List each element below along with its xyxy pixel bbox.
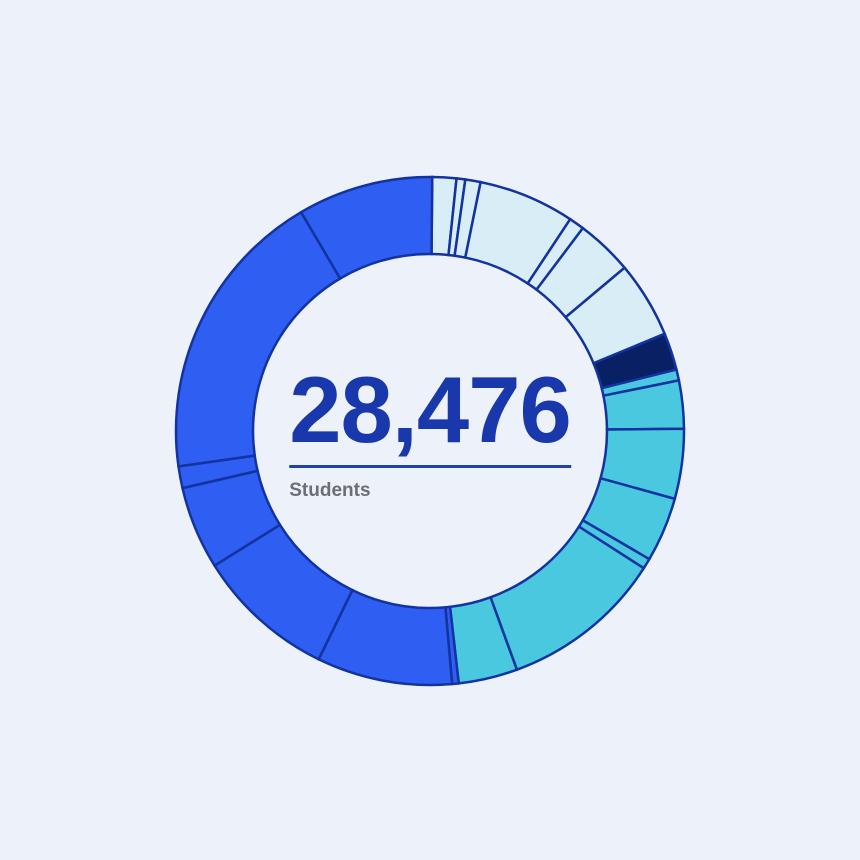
donut-segment-royal_blue[interactable] bbox=[299, 175, 434, 281]
total-students-value: 28,476 bbox=[289, 357, 572, 462]
center-divider bbox=[289, 464, 571, 468]
students-caption: Students bbox=[289, 479, 371, 501]
donut-center-label: 28,476 Students bbox=[289, 357, 572, 502]
